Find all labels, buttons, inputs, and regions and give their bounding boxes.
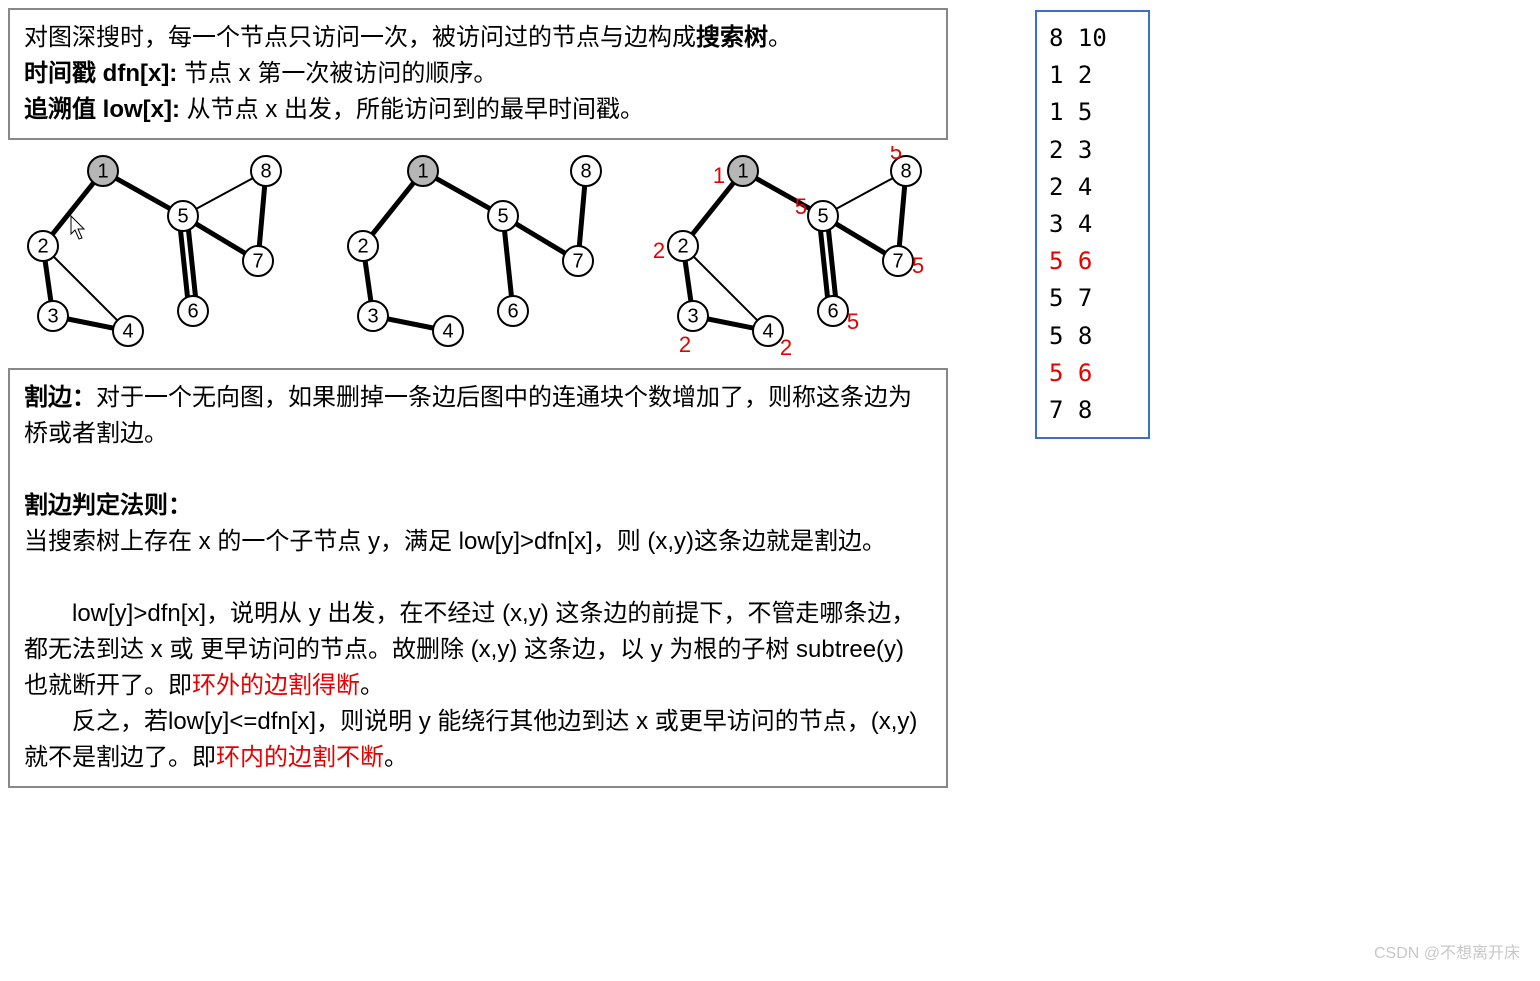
graph-2: 1 2 3 4 5 6 7 8 [328,146,628,356]
input-row: 3 4 [1049,206,1136,243]
svg-text:4: 4 [122,320,133,342]
rule-body: 当搜索树上存在 x 的一个子节点 y，满足 low[y]>dfn[x]，则 (x… [24,524,932,560]
text: 节点 x 第一次被访问的顺序。 [177,60,497,87]
cut-edge-def: 割边：对于一个无向图，如果删掉一条边后图中的连通块个数增加了，则称这条边为桥或者… [24,380,932,452]
svg-text:1: 1 [97,160,108,182]
svg-text:2: 2 [780,335,792,356]
svg-text:2: 2 [357,235,368,257]
explanation-p4: 反之，若low[y]<=dfn[x]，则说明 y 能绕行其他边到达 x 或更早访… [24,704,932,776]
svg-text:5: 5 [912,253,924,278]
graph-3: 1234567812225555 [648,146,948,356]
graphs-row: 12345678 12345678 1234567812225555 [8,146,948,356]
svg-text:6: 6 [507,300,518,322]
svg-text:1: 1 [417,160,428,182]
svg-text:1: 1 [737,160,748,182]
svg-text:2: 2 [653,238,665,263]
def-line-3: 追溯值 low[x]: 从节点 x 出发，所能访问到的最早时间戳。 [24,92,932,128]
svg-text:7: 7 [572,250,583,272]
text: 从节点 x 出发，所能访问到的最早时间戳。 [180,96,644,123]
input-data-box: 8 101 21 52 32 43 45 65 75 85 67 8 [1035,10,1150,439]
svg-text:6: 6 [827,300,838,322]
graph-1: 1 2 3 4 5 6 7 8 [8,146,308,356]
rule-heading: 割边判定法则： [24,488,932,524]
input-row: 2 4 [1049,169,1136,206]
svg-text:4: 4 [442,320,453,342]
definitions-box: 对图深搜时，每一个节点只访问一次，被访问过的节点与边构成搜索树。 时间戳 dfn… [8,8,948,140]
input-row: 1 2 [1049,57,1136,94]
input-row: 5 8 [1049,318,1136,355]
def-line-1: 对图深搜时，每一个节点只访问一次，被访问过的节点与边构成搜索树。 [24,20,932,56]
text-red: 环外的边割得断 [192,672,360,699]
svg-text:5: 5 [890,146,902,164]
svg-text:5: 5 [817,205,828,227]
input-row: 5 7 [1049,280,1136,317]
input-row: 5 6 [1049,355,1136,392]
svg-text:7: 7 [252,250,263,272]
svg-text:2: 2 [37,235,48,257]
text: 。 [384,744,408,771]
watermark: CSDN @不想离开床 [1374,939,1520,963]
text-bold: 搜索树 [696,24,768,51]
input-row: 5 6 [1049,243,1136,280]
explanation-p3: low[y]>dfn[x]，说明从 y 出发，在不经过 (x,y) 这条边的前提… [24,596,932,704]
svg-text:2: 2 [677,235,688,257]
input-row: 1 5 [1049,94,1136,131]
svg-text:8: 8 [260,160,271,182]
input-row: 7 8 [1049,392,1136,429]
text: low[y]>dfn[x]，说明从 y 出发，在不经过 (x,y) 这条边的前提… [24,600,915,699]
svg-text:5: 5 [795,194,807,219]
svg-text:5: 5 [497,205,508,227]
svg-text:8: 8 [580,160,591,182]
text-red: 环内的边割不断 [216,744,384,771]
svg-text:3: 3 [367,305,378,327]
text: 对图深搜时，每一个节点只访问一次，被访问过的节点与边构成 [24,24,696,51]
svg-text:4: 4 [762,320,773,342]
text-bold: 追溯值 low[x]: [24,96,180,123]
text-bold: 割边： [24,384,96,411]
svg-text:5: 5 [847,309,859,334]
svg-text:3: 3 [47,305,58,327]
input-row: 2 3 [1049,132,1136,169]
svg-text:1: 1 [713,163,725,188]
def-line-2: 时间戳 dfn[x]: 节点 x 第一次被访问的顺序。 [24,56,932,92]
text: 对于一个无向图，如果删掉一条边后图中的连通块个数增加了，则称这条边为桥或者割边。 [24,384,912,447]
svg-text:5: 5 [177,205,188,227]
svg-text:3: 3 [687,305,698,327]
svg-text:2: 2 [679,332,691,356]
svg-text:6: 6 [187,300,198,322]
text: 。 [360,672,384,699]
input-row: 8 10 [1049,20,1136,57]
explanation-box: 割边：对于一个无向图，如果删掉一条边后图中的连通块个数增加了，则称这条边为桥或者… [8,368,948,788]
text: 反之，若low[y]<=dfn[x]，则说明 y 能绕行其他边到达 x 或更早访… [24,708,917,771]
text-bold: 时间戳 dfn[x]: [24,60,177,87]
svg-text:7: 7 [892,250,903,272]
text: 。 [768,24,792,51]
